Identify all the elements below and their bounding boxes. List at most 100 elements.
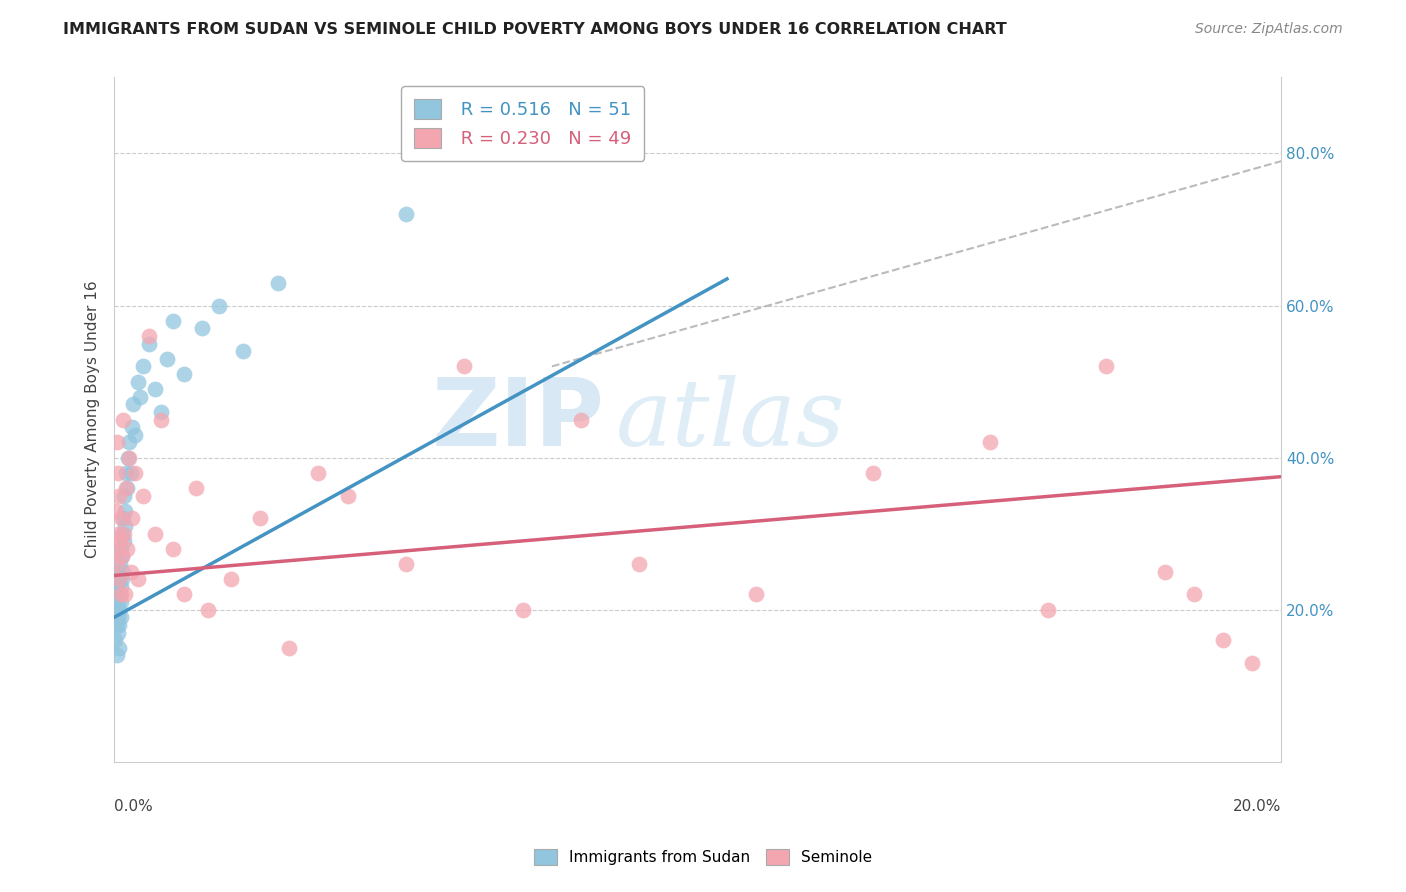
Point: [107, 565, 129, 579]
Text: atlas: atlas: [616, 375, 845, 465]
Point: [1153, 565, 1175, 579]
Point: [114, 587, 136, 601]
Point: [124, 466, 146, 480]
Point: [111, 412, 134, 426]
Point: [395, 557, 418, 571]
Point: [173, 587, 195, 601]
Point: [979, 435, 1001, 450]
Point: [127, 375, 149, 389]
Point: [115, 466, 138, 480]
Text: ZIP: ZIP: [432, 374, 605, 466]
Point: [143, 526, 166, 541]
Point: [104, 603, 127, 617]
Point: [156, 351, 179, 366]
Point: [208, 299, 231, 313]
Point: [107, 466, 129, 480]
Point: [249, 511, 271, 525]
Point: [110, 587, 132, 601]
Point: [107, 526, 129, 541]
Point: [266, 276, 288, 290]
Point: [143, 382, 166, 396]
Point: [108, 534, 131, 549]
Legend: Immigrants from Sudan, Seminole: Immigrants from Sudan, Seminole: [529, 843, 877, 871]
Point: [104, 633, 127, 648]
Point: [121, 511, 143, 525]
Point: [108, 587, 131, 601]
Point: [108, 572, 131, 586]
Point: [138, 336, 160, 351]
Point: [107, 595, 129, 609]
Point: [149, 405, 172, 419]
Point: [110, 610, 132, 624]
Point: [105, 648, 128, 663]
Point: [278, 640, 301, 655]
Point: [114, 504, 136, 518]
Point: [112, 489, 135, 503]
Point: [115, 481, 138, 495]
Point: [129, 390, 152, 404]
Point: [127, 572, 149, 586]
Point: [111, 565, 134, 579]
Point: [107, 625, 129, 640]
Point: [117, 450, 139, 465]
Text: 20.0%: 20.0%: [1233, 799, 1281, 814]
Text: Source: ZipAtlas.com: Source: ZipAtlas.com: [1195, 22, 1343, 37]
Point: [110, 511, 132, 525]
Point: [453, 359, 475, 374]
Point: [104, 541, 127, 556]
Point: [1182, 587, 1205, 601]
Point: [132, 489, 155, 503]
Text: IMMIGRANTS FROM SUDAN VS SEMINOLE CHILD POVERTY AMONG BOYS UNDER 16 CORRELATION : IMMIGRANTS FROM SUDAN VS SEMINOLE CHILD …: [63, 22, 1007, 37]
Point: [149, 412, 172, 426]
Point: [173, 367, 195, 381]
Point: [862, 466, 884, 480]
Point: [107, 610, 129, 624]
Point: [105, 587, 128, 601]
Point: [395, 207, 418, 221]
Legend:  R = 0.516   N = 51,  R = 0.230   N = 49: R = 0.516 N = 51, R = 0.230 N = 49: [401, 87, 644, 161]
Point: [108, 572, 131, 586]
Point: [219, 572, 242, 586]
Point: [118, 435, 141, 450]
Point: [111, 549, 134, 564]
Point: [162, 541, 184, 556]
Point: [111, 511, 134, 525]
Point: [115, 481, 138, 495]
Point: [112, 534, 135, 549]
Point: [190, 321, 212, 335]
Point: [110, 595, 132, 609]
Point: [105, 580, 128, 594]
Point: [162, 314, 184, 328]
Point: [132, 359, 155, 374]
Point: [628, 557, 651, 571]
Point: [104, 504, 127, 518]
Point: [108, 557, 131, 571]
Point: [111, 526, 134, 541]
Point: [1241, 656, 1264, 670]
Point: [1036, 603, 1059, 617]
Point: [110, 541, 132, 556]
Point: [122, 397, 145, 411]
Point: [120, 565, 142, 579]
Point: [745, 587, 768, 601]
Point: [105, 618, 128, 632]
Point: [105, 435, 128, 450]
Point: [120, 466, 142, 480]
Point: [197, 603, 219, 617]
Point: [114, 519, 136, 533]
Point: [108, 603, 131, 617]
Point: [512, 603, 534, 617]
Point: [124, 427, 146, 442]
Point: [110, 580, 132, 594]
Point: [105, 557, 128, 571]
Point: [121, 420, 143, 434]
Point: [118, 450, 141, 465]
Point: [115, 541, 138, 556]
Point: [569, 412, 592, 426]
Point: [1095, 359, 1118, 374]
Point: [108, 640, 131, 655]
Point: [307, 466, 329, 480]
Point: [184, 481, 207, 495]
Point: [108, 618, 131, 632]
Point: [336, 489, 359, 503]
